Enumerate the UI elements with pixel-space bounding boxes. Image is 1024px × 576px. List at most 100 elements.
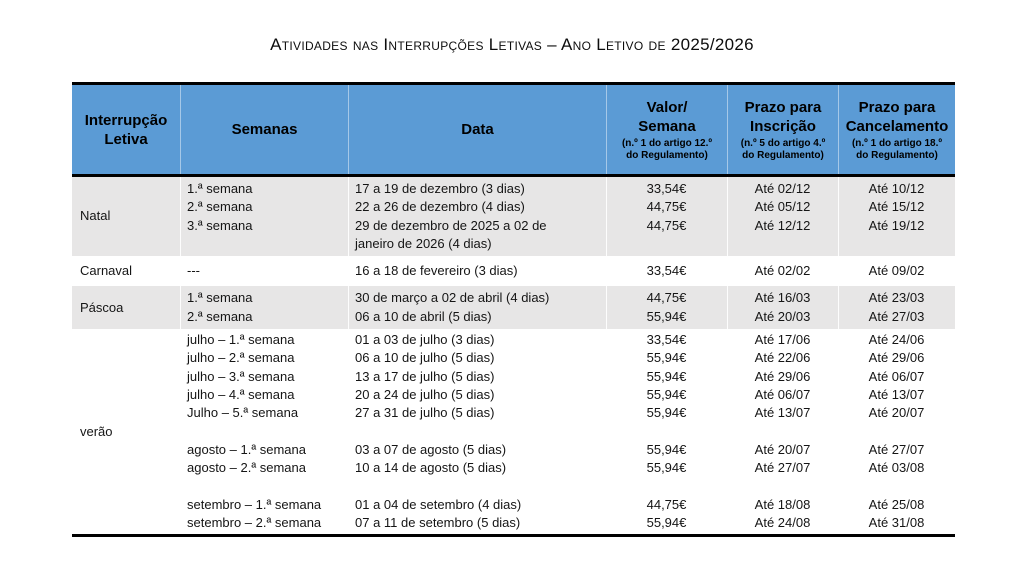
data-cell: 06 a 10 de julho (5 dias) (355, 350, 495, 366)
column-header-interrupcao: Interrupção Letiva (72, 85, 180, 174)
column-divider (727, 286, 728, 330)
cancelamento-cell: Até 20/07 (868, 405, 925, 421)
data-cell: 03 a 07 de agosto (5 dias) (355, 441, 507, 457)
valor-cell: 44,75€ (646, 496, 687, 512)
cancelamento-cell: Até 09/02 (868, 263, 925, 279)
column-header-data: Data (348, 85, 606, 174)
semana-cell: julho – 1.ª semana (187, 332, 295, 348)
semana-cell: setembro – 2.ª semana (187, 515, 322, 531)
semana-cell: agosto – 1.ª semana (187, 441, 306, 457)
semana-cell: julho – 2.ª semana (187, 350, 295, 366)
cancelamento-cell: Até 27/03 (868, 308, 925, 324)
valor-cell: 33,54€ (646, 181, 687, 196)
table-body: Natal 1.ª semana 17 a 19 de dezembro (3 di… (72, 177, 955, 535)
semana-cell: 3.ª semana (187, 217, 253, 233)
semana-cell: Julho – 5.ª semana (187, 405, 299, 421)
table-row: Carnaval --- 16 a 18 de fevereiro (3 dias)… (72, 256, 955, 287)
inscricao-cell: Até 02/12 (754, 181, 811, 196)
table-row: Natal 1.ª semana 17 a 19 de dezembro (3 di… (72, 177, 955, 257)
cancelamento-cell: Até 13/07 (868, 386, 925, 402)
data-cell: 13 a 17 de julho (5 dias) (355, 368, 495, 384)
data-cell: 10 a 14 de agosto (5 dias) (355, 460, 507, 476)
cancelamento-cell: Até 10/12 (868, 181, 925, 196)
column-header-label: Valor/ Semana (638, 98, 696, 135)
column-divider (348, 256, 349, 287)
inscricao-cell: Até 29/06 (754, 368, 811, 384)
inscricao-cell: Até 17/06 (754, 332, 811, 348)
column-divider (348, 286, 349, 330)
valor-cell: 55,94€ (646, 441, 687, 457)
column-divider (606, 256, 607, 287)
cancelamento-cell: Até 06/07 (868, 368, 925, 384)
column-header-semanas: Semanas (180, 85, 348, 174)
column-header-inscricao: Prazo para Inscrição (n.º 5 do artigo 4.… (727, 85, 838, 174)
data-cell: 29 de dezembro de 2025 a 02 de janeiro d… (355, 217, 547, 251)
cancelamento-cell: Até 27/07 (868, 441, 925, 457)
column-divider (180, 256, 181, 287)
semana-cell: --- (187, 263, 200, 279)
column-header-cancelamento: Prazo para Cancelamento (n.º 1 do artigo… (838, 85, 955, 174)
valor-cell: 33,54€ (646, 263, 687, 279)
semana-cell: 1.ª semana (187, 181, 253, 196)
column-divider (180, 329, 181, 535)
inscricao-cell: Até 20/03 (754, 308, 811, 324)
column-header-label: Semanas (231, 121, 298, 138)
inscricao-cell: Até 22/06 (754, 350, 811, 366)
column-header-note: (n.º 1 do artigo 12.º do Regulamento) (621, 137, 713, 161)
data-cell (348, 477, 606, 495)
table-header-row: Interrupção Letiva Semanas Data Valor/ S… (72, 85, 955, 177)
table-row: verão julho – 1.ª semana 01 a 03 de julho … (72, 329, 955, 535)
column-divider (838, 329, 839, 535)
semana-cell: 2.ª semana (187, 199, 253, 215)
column-divider (606, 286, 607, 330)
data-cell (348, 423, 606, 441)
valor-cell: 33,54€ (646, 332, 687, 348)
valor-cell (606, 477, 727, 495)
column-divider (838, 286, 839, 330)
column-divider (180, 177, 181, 257)
data-cell: 16 a 18 de fevereiro (3 dias) (355, 263, 518, 279)
data-cell: 01 a 03 de julho (3 dias) (355, 332, 495, 348)
cancelamento-cell: Até 31/08 (868, 515, 925, 531)
valor-cell: 55,94€ (646, 368, 687, 384)
inscricao-cell: Até 24/08 (754, 515, 811, 531)
column-header-label: Prazo para Inscrição (744, 98, 822, 135)
column-divider (180, 286, 181, 330)
data-cell: 20 a 24 de julho (5 dias) (355, 386, 495, 402)
inscricao-cell: Até 13/07 (754, 405, 811, 421)
table-row: Páscoa 1.ª semana 30 de março a 02 de abri… (72, 286, 955, 330)
page-title: Atividades nas Interrupções Letivas – An… (270, 35, 754, 54)
semana-cell (180, 477, 348, 495)
column-divider (348, 329, 349, 535)
valor-cell: 55,94€ (646, 350, 687, 366)
data-cell: 07 a 11 de setembro (5 dias) (355, 515, 521, 531)
semana-cell (180, 423, 348, 441)
column-divider (727, 256, 728, 287)
cancelamento-cell (838, 423, 955, 441)
cancelamento-cell: Até 15/12 (868, 199, 925, 215)
semana-cell: 1.ª semana (187, 290, 253, 306)
valor-cell: 44,75€ (646, 199, 687, 215)
period-cell: Natal (80, 208, 111, 224)
cancelamento-cell: Até 25/08 (868, 496, 925, 512)
data-cell: 22 a 26 de dezembro (4 dias) (355, 199, 525, 215)
data-cell: 01 a 04 de setembro (4 dias) (355, 496, 522, 512)
activities-table: Interrupção Letiva Semanas Data Valor/ S… (72, 82, 955, 538)
valor-cell: 55,94€ (646, 405, 687, 421)
data-cell: 17 a 19 de dezembro (3 dias) (355, 181, 525, 196)
column-divider (606, 177, 607, 257)
column-divider (606, 329, 607, 535)
semana-cell: agosto – 2.ª semana (187, 460, 306, 476)
data-cell: 27 a 31 de julho (5 dias) (355, 405, 495, 421)
inscricao-cell (727, 477, 838, 495)
column-header-note: (n.º 5 do artigo 4.º do Regulamento) (740, 137, 826, 161)
valor-cell: 44,75€ (646, 290, 687, 306)
inscricao-cell (727, 423, 838, 441)
column-header-note: (n.º 1 do artigo 18.º do Regulamento) (851, 137, 943, 161)
valor-cell (606, 423, 727, 441)
cancelamento-cell: Até 03/08 (868, 460, 925, 476)
inscricao-cell: Até 05/12 (754, 199, 811, 215)
period-cell: Páscoa (80, 299, 124, 315)
column-header-label: Data (461, 121, 494, 138)
